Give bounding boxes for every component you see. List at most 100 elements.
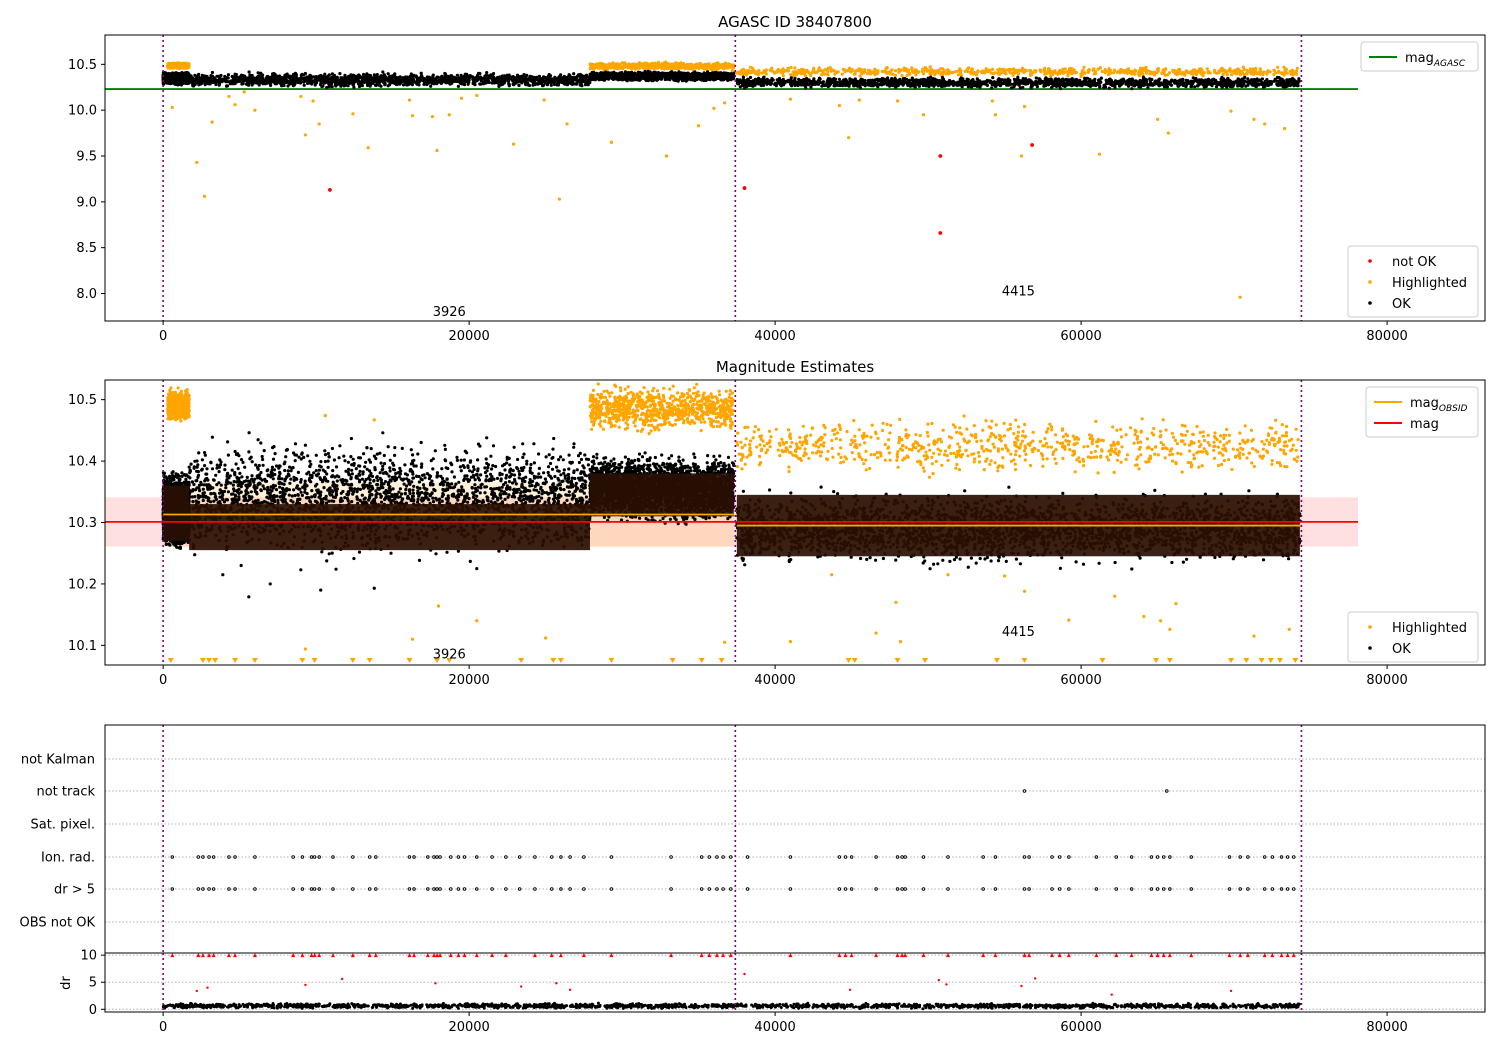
highlighted-point (1266, 69, 1270, 73)
ok-point (497, 84, 501, 88)
highlighted-point (1100, 69, 1104, 74)
highlighted-point (1222, 68, 1227, 72)
highlighted-point (633, 63, 637, 67)
highlighted-point (1082, 65, 1086, 69)
highlighted-point (1140, 67, 1144, 71)
ok-point (210, 70, 214, 75)
highlighted-point (858, 74, 862, 78)
ok-point (170, 73, 174, 77)
highlighted-point (791, 70, 795, 74)
ok-point (507, 82, 511, 86)
ok-point (510, 78, 514, 82)
highlighted-point (981, 70, 985, 75)
highlighted-point (988, 68, 992, 73)
highlighted-point (1272, 72, 1276, 77)
highlighted-point (663, 67, 667, 71)
ok-point (485, 71, 489, 75)
highlighted-point (171, 63, 175, 67)
highlighted-point (921, 67, 925, 71)
ok-point (178, 72, 183, 76)
highlighted-point (817, 66, 821, 70)
ok-point (381, 70, 385, 74)
ok-point (271, 72, 275, 76)
ok-point (293, 78, 297, 82)
highlighted-point (934, 70, 938, 74)
highlighted-point (1295, 72, 1299, 76)
ok-point (422, 82, 426, 86)
highlighted-point (756, 70, 760, 74)
highlighted-point (1206, 70, 1210, 74)
highlighted-point (1086, 68, 1090, 73)
highlighted-point (799, 71, 803, 75)
ok-point (234, 73, 238, 77)
highlighted-point (594, 63, 598, 67)
highlighted-point (802, 68, 806, 72)
highlighted-point (768, 68, 772, 72)
highlighted-point (1127, 71, 1131, 75)
highlighted-point (1265, 72, 1269, 76)
highlighted-point (781, 74, 785, 78)
ok-point (299, 76, 303, 80)
ok-point (549, 83, 553, 87)
ok-point (538, 81, 542, 85)
highlighted-point (175, 63, 179, 67)
ok-point (456, 84, 460, 88)
highlighted-point (763, 69, 767, 73)
highlighted-point (841, 67, 846, 71)
ok-point (523, 82, 528, 86)
highlighted-point (1276, 65, 1280, 69)
ok-point (197, 80, 201, 84)
highlighted-point (894, 69, 898, 73)
ok-point (462, 82, 466, 86)
ok-point (443, 72, 447, 76)
highlighted-point (1083, 71, 1087, 75)
highlighted-point (1153, 73, 1157, 77)
ok-point (362, 72, 366, 77)
highlighted-point (1205, 67, 1209, 71)
highlighted-point (1272, 68, 1276, 72)
highlighted-point (1228, 69, 1232, 73)
ok-point (478, 82, 482, 86)
highlighted-point (1282, 73, 1286, 77)
highlighted-point (729, 63, 734, 67)
ok-point (410, 83, 414, 87)
ok-point (552, 82, 557, 87)
highlighted-point (1156, 67, 1160, 71)
highlighted-point (1161, 71, 1165, 75)
highlighted-point (695, 62, 699, 66)
highlighted-point (821, 72, 825, 76)
highlighted-point (682, 65, 687, 69)
highlighted-point (1217, 69, 1221, 73)
highlighted-point (1225, 73, 1229, 77)
highlighted-point (869, 70, 873, 74)
highlighted-point (626, 64, 630, 68)
highlighted-point (834, 71, 838, 75)
highlighted-point (1004, 68, 1008, 72)
highlighted-point (925, 68, 929, 72)
highlighted-point (1012, 68, 1017, 72)
highlighted-point (1051, 71, 1055, 75)
highlighted-point (862, 71, 866, 75)
highlighted-point (740, 72, 745, 76)
highlighted-point (1241, 65, 1245, 69)
highlighted-point (809, 74, 813, 78)
highlighted-point (1092, 72, 1096, 76)
ok-point (386, 84, 390, 88)
highlighted-point (1004, 72, 1008, 76)
highlighted-point (933, 73, 937, 77)
highlighted-point (885, 70, 889, 75)
highlighted-point (621, 65, 626, 69)
ok-point (183, 78, 187, 82)
highlighted-point (1103, 68, 1107, 72)
highlighted-point (1123, 70, 1127, 74)
highlighted-point (825, 72, 830, 76)
highlighted-point (691, 66, 696, 70)
highlighted-point (1053, 69, 1057, 73)
highlighted-point (1039, 68, 1043, 73)
highlighted-point (974, 73, 979, 77)
highlighted-point (917, 70, 921, 74)
ok-point (166, 76, 170, 80)
highlighted-point (716, 61, 720, 65)
highlighted-point (898, 68, 903, 72)
